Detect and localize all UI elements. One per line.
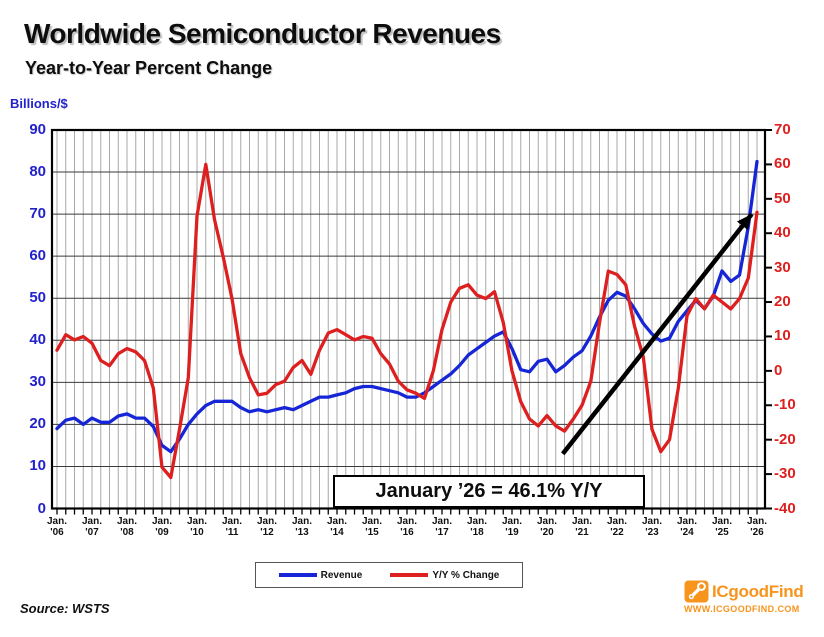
x-axis-tick-08: Jan. '08: [116, 516, 137, 538]
left-axis-tick-30: 30: [29, 373, 46, 391]
yoy-line-swatch: [390, 573, 429, 577]
legend-box: Revenue Y/Y % Change: [255, 562, 523, 588]
x-axis-tick-10: Jan. '10: [186, 516, 207, 538]
x-axis-tick-14: Jan. '14: [326, 516, 347, 538]
x-axis-tick-06: Jan. '06: [46, 516, 67, 538]
left-axis-tick-80: 80: [29, 163, 46, 181]
logo-name: ICgoodFind: [712, 581, 804, 601]
x-axis-tick-15: Jan. '15: [361, 516, 382, 538]
right-axis-tick-20: 20: [774, 293, 791, 311]
x-axis-tick-07: Jan. '07: [81, 516, 102, 538]
right-axis-tick--40: -40: [774, 499, 796, 517]
chart-plot-svg: [50, 128, 772, 515]
left-axis-tick-0: 0: [37, 499, 46, 517]
source-note: Source: WSTS: [20, 601, 110, 616]
left-axis-tick-20: 20: [29, 415, 46, 433]
plot-area: [50, 128, 772, 515]
yoy-change-line: [55, 162, 759, 480]
right-axis-tick-10: 10: [774, 327, 791, 345]
x-axis-tick-13: Jan. '13: [291, 516, 312, 538]
revenue-line: [55, 159, 759, 454]
left-axis-tick-50: 50: [29, 289, 46, 307]
right-axis-tick-50: 50: [774, 189, 791, 207]
x-axis-tick-18: Jan. '18: [466, 516, 487, 538]
right-axis-tick-30: 30: [774, 258, 791, 276]
annotation-box: January ’26 = 46.1% Y/Y: [333, 475, 645, 508]
x-axis-tick-11: Jan. '11: [221, 516, 242, 538]
left-axis-tick-90: 90: [29, 121, 46, 138]
x-axis-tick-16: Jan. '16: [396, 516, 417, 538]
x-axis-tick-22: Jan. '22: [606, 516, 627, 538]
x-axis-tick-09: Jan. '09: [151, 516, 172, 538]
x-axis-tick-12: Jan. '12: [256, 516, 277, 538]
x-axis-tick-17: Jan. '17: [431, 516, 452, 538]
x-axis-tick-23: Jan. '23: [641, 516, 662, 538]
logo-url: WWW.ICGOODFIND.COM: [684, 604, 800, 614]
right-axis-tick--20: -20: [774, 430, 796, 448]
x-axis-tick-20: Jan. '20: [536, 516, 557, 538]
left-axis-tick-60: 60: [29, 247, 46, 265]
annotation-text: January ’26 = 46.1% Y/Y: [375, 480, 603, 502]
plot-border: [50, 128, 767, 510]
legend-label-yoy: Y/Y % Change: [432, 569, 500, 581]
right-axis-tick-70: 70: [774, 121, 791, 138]
right-axis-tick--10: -10: [774, 396, 796, 414]
x-axis-tick-25: Jan. '25: [711, 516, 732, 538]
left-axis-tick-10: 10: [29, 457, 46, 475]
x-axis-tick-21: Jan. '21: [571, 516, 592, 538]
right-axis-tick--30: -30: [774, 465, 796, 483]
revenue-line-swatch: [278, 573, 317, 577]
right-axis-tick-60: 60: [774, 155, 791, 173]
legend-label-revenue: Revenue: [320, 569, 363, 581]
right-axis-tick-40: 40: [774, 224, 791, 242]
legend-item-yoy: Y/Y % Change: [390, 570, 499, 581]
legend-item-revenue: Revenue: [278, 569, 363, 581]
icgoodfind-logo: ICgoodFind WWW.ICGOODFIND.COM: [684, 580, 814, 614]
x-axis-tick-24: Jan. '24: [676, 516, 697, 538]
trend-arrow: [560, 212, 754, 456]
chart-subtitle: Year-to-Year Percent Change: [25, 58, 273, 78]
left-axis-tick-70: 70: [29, 205, 46, 223]
x-axis-tick-26: Jan. '26: [746, 516, 767, 538]
x-axis-tick-19: Jan. '19: [501, 516, 522, 538]
left-axis-unit-label: Billions/$: [10, 96, 68, 111]
left-axis-tick-40: 40: [29, 331, 46, 349]
right-axis-tick-0: 0: [774, 361, 783, 379]
chart-title: Worldwide Semiconductor Revenues: [24, 18, 501, 49]
wrench-icon: [684, 580, 709, 603]
